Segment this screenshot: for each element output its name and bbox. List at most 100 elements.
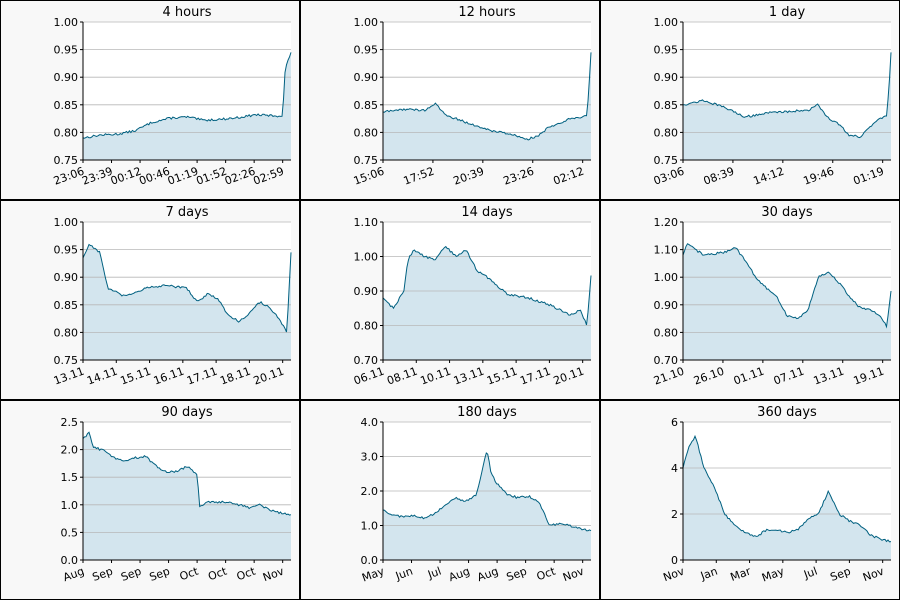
- y-tick-label: 1.0: [61, 499, 79, 512]
- x-tick-label: Jan: [698, 565, 719, 583]
- x-tick-label: Sep: [91, 565, 115, 584]
- y-tick-label: 1.00: [354, 251, 379, 264]
- x-tick-label: Jul: [801, 565, 819, 582]
- y-tick-label: 0.90: [654, 299, 679, 312]
- y-tick-label: 1.20: [654, 216, 679, 229]
- y-tick-label: 1.10: [354, 216, 379, 229]
- series-line: [682, 243, 892, 329]
- y-tick-label: 0.95: [354, 44, 379, 57]
- y-tick-label: 0.80: [654, 126, 679, 139]
- chart-svg: 0.70 0.80 0.90 1.00 1.10 06.11 08.11 10.11 13.11…: [352, 205, 592, 388]
- y-tick-label: 0.80: [654, 326, 679, 339]
- chart-panel: 0.75 0.80 0.85 0.90 0.95 1.00 03:06 08:39 14:12 1…: [600, 0, 900, 200]
- x-tick-label: 19:46: [802, 165, 836, 188]
- x-tick-label: 21.10: [652, 365, 686, 388]
- y-tick-label: 0.85: [54, 99, 79, 112]
- x-tick-label: 17.11: [185, 365, 219, 388]
- chart-title: 14 days: [461, 205, 513, 220]
- y-tick-label: 0.80: [354, 126, 379, 139]
- chart-title: 1 day: [769, 5, 806, 20]
- y-tick-label: 0.70: [654, 354, 679, 367]
- x-tick-label: Sep: [119, 565, 143, 584]
- chart-title: 4 hours: [163, 5, 212, 20]
- series-area: [83, 244, 291, 360]
- y-tick-label: 0.90: [54, 71, 79, 84]
- y-tick-label: 0.75: [654, 154, 679, 167]
- x-tick-label: 15.11: [485, 365, 519, 388]
- chart-svg: 0.750.800.850.900.951.0023:0623:3900:120…: [52, 5, 292, 188]
- y-tick-label: 1.00: [54, 16, 79, 29]
- x-tick-label: 16.11: [152, 365, 186, 388]
- series-area: [683, 52, 891, 160]
- y-tick-label: 2.5: [61, 416, 79, 429]
- y-tick-label: 6: [671, 416, 678, 429]
- y-tick-label: 1.5: [61, 471, 79, 484]
- x-tick-label: May: [360, 564, 386, 584]
- series-line: [382, 245, 592, 326]
- x-tick-label: 02:59: [251, 165, 285, 188]
- x-tick-label: Jul: [425, 565, 443, 582]
- y-tick-label: 0.0: [361, 554, 379, 567]
- series-line: [682, 434, 892, 543]
- y-tick-label: 1.10: [654, 244, 679, 257]
- y-tick-label: 0.5: [61, 526, 79, 539]
- x-tick-label: 13.11: [452, 365, 486, 388]
- chart-panel: 0.75 0.80 0.85 0.90 0.95 1.00 13.11 14.11 15.11 1…: [0, 200, 300, 400]
- y-tick-label: 1.00: [354, 16, 379, 29]
- x-tick-label: 08:39: [702, 165, 736, 188]
- chart-title: 360 days: [757, 405, 817, 420]
- series-area: [383, 246, 591, 360]
- y-tick-label: 2.0: [361, 485, 379, 498]
- chart-title: 180 days: [457, 405, 517, 420]
- y-tick-label: 0.90: [354, 285, 379, 298]
- x-tick-label: 01.11: [732, 365, 766, 388]
- series-area: [383, 453, 591, 560]
- x-tick-label: 13.11: [812, 365, 846, 388]
- x-tick-label: 17:52: [402, 165, 436, 188]
- x-tick-label: 10.11: [419, 365, 453, 388]
- y-tick-label: 2.0: [61, 444, 79, 457]
- y-tick-label: 0.0: [61, 554, 79, 567]
- chart-svg: 0.75 0.80 0.85 0.90 0.95 1.00 15:06 17:52 20:39 2…: [352, 5, 592, 188]
- y-tick-label: 3.0: [361, 451, 379, 464]
- y-tick-label: 1.00: [54, 216, 79, 229]
- x-tick-label: 13.11: [52, 365, 86, 388]
- x-tick-label: Oct: [178, 564, 201, 583]
- x-tick-label: 14.11: [85, 365, 119, 388]
- chart-svg: 0.75 0.80 0.85 0.90 0.95 1.00 03:06 08:39 14:12 1…: [652, 5, 892, 188]
- series-line: [82, 243, 292, 333]
- chart-panel: 0.0 1.0 2.0 3.0 4.0 May Jun Jul Aug Aug Sep Oct Nov 1…: [300, 400, 600, 600]
- chart-title: 90 days: [161, 405, 213, 420]
- x-tick-label: Sep: [148, 565, 172, 584]
- y-tick-label: 1.00: [654, 271, 679, 284]
- chart-panel: 0 2 4 6 Nov Jan Mar May Jul Sep Nov 360 days: [600, 400, 900, 600]
- x-tick-label: 23:26: [502, 165, 536, 188]
- y-tick-label: 0.80: [54, 326, 79, 339]
- series-area: [83, 52, 291, 160]
- x-tick-label: May: [760, 564, 786, 584]
- y-tick-label: 1.00: [654, 16, 679, 29]
- x-tick-label: 20.11: [252, 365, 286, 388]
- x-tick-label: 02:12: [551, 165, 585, 188]
- series-line: [682, 52, 892, 139]
- y-tick-label: 0.80: [54, 126, 79, 139]
- chart-svg: 0.70 0.80 0.90 1.00 1.10 1.20 21.10 26.10 01.11 0…: [652, 205, 892, 388]
- x-tick-label: Sep: [828, 565, 852, 584]
- y-tick-label: 0.90: [54, 271, 79, 284]
- y-tick-label: 0.75: [354, 154, 379, 167]
- x-tick-label: Nov: [661, 564, 686, 584]
- x-tick-label: Aug: [475, 565, 500, 585]
- x-tick-label: 07.11: [772, 365, 806, 388]
- chart-panel: 0.0 0.5 1.0 1.5 2.0 2.5 Aug Sep Sep Sep Oct Oct Oct N…: [0, 400, 300, 600]
- x-tick-label: 08.11: [385, 365, 419, 388]
- x-tick-label: Nov: [561, 564, 586, 584]
- x-tick-label: 14:12: [752, 165, 786, 188]
- chart-panel: 0.75 0.80 0.85 0.90 0.95 1.00 23:06 23:39 00:12 0…: [0, 0, 300, 200]
- series-area: [83, 432, 291, 560]
- x-tick-label: 19.11: [852, 365, 886, 388]
- y-tick-label: 0.90: [654, 71, 679, 84]
